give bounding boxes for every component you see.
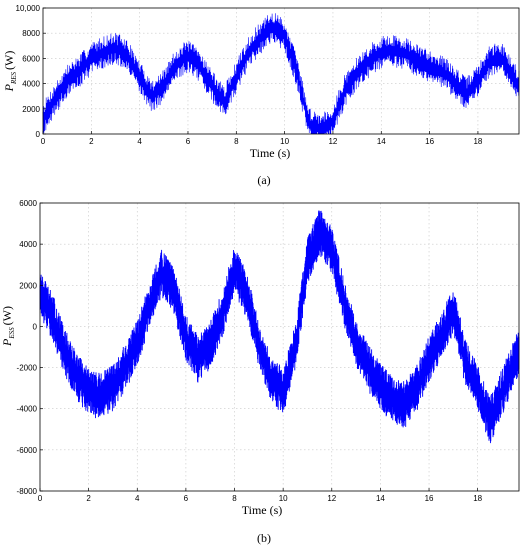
- chart-b-x-tick-label: 4: [135, 494, 140, 503]
- chart-b-y-tick-label: 6000: [19, 199, 37, 208]
- chart-b-ticks: 0 2 4 6 8 10 12 14 16 18 -8000 -6000 -4000 -2000 0 2000…: [17, 199, 483, 503]
- chart-b-y-tick-label: 0: [33, 322, 38, 331]
- chart-b-y-tick-label: -2000: [17, 364, 38, 373]
- chart-a-x-tick-label: 18: [473, 137, 482, 146]
- chart-a: 0 2 4 6 8 10 12 14 16 18 0 2000 4000 6000 8000 10,000 T…: [2, 4, 520, 187]
- chart-a-x-tick-label: 10: [280, 137, 289, 146]
- chart-a-xlabel: Time (s): [250, 146, 291, 160]
- chart-b-x-tick-label: 8: [232, 494, 237, 503]
- chart-a-y-tick-label: 4000: [22, 80, 40, 89]
- chart-b-ylabel-main: P: [0, 338, 14, 347]
- chart-b-x-tick-label: 14: [376, 494, 385, 503]
- chart-b-signal-line: [39, 210, 520, 444]
- chart-a-plot-frame: [42, 7, 520, 135]
- chart-a-ticks: 0 2 4 6 8 10 12 14 16 18 0 2000 4000 6000 8000 10,000: [16, 4, 483, 146]
- chart-b-plot-frame: [39, 202, 520, 492]
- chart-a-x-tick-label: 12: [328, 137, 337, 146]
- chart-a-ylabel-sub: RES: [10, 71, 18, 85]
- chart-b-x-tick-label: 16: [425, 494, 434, 503]
- chart-a-x-tick-label: 8: [234, 137, 239, 146]
- chart-b-panel-label: (b): [257, 531, 271, 545]
- chart-b-y-tick-label: -4000: [17, 405, 38, 414]
- chart-a-ylabel: PRES(W): [2, 51, 18, 93]
- chart-b-x-tick-label: 6: [184, 494, 189, 503]
- chart-b: 0 2 4 6 8 10 12 14 16 18 -8000 -6000 -4000 -2000 0 2000…: [0, 199, 520, 545]
- chart-a-x-tick-label: 16: [425, 137, 434, 146]
- chart-b-ylabel: PESS (W): [0, 306, 16, 347]
- chart-a-ylabel-main: P: [2, 83, 16, 92]
- chart-a-y-tick-label: 10,000: [16, 4, 41, 13]
- chart-a-grid: [43, 8, 519, 134]
- chart-a-y-tick-label: 2000: [22, 105, 40, 114]
- chart-a-x-tick-label: 6: [186, 137, 191, 146]
- chart-b-grid: [40, 203, 519, 491]
- chart-b-xlabel: Time (s): [242, 503, 283, 517]
- chart-a-x-tick-label: 4: [137, 137, 142, 146]
- chart-a-y-tick-label: 6000: [22, 54, 40, 63]
- chart-b-y-tick-label: 2000: [19, 281, 37, 290]
- chart-b-y-tick-label: -8000: [17, 487, 38, 496]
- chart-b-x-tick-label: 2: [86, 494, 91, 503]
- chart-a-ylabel-unit: (W): [2, 51, 16, 70]
- chart-a-x-tick-label: 0: [41, 137, 46, 146]
- chart-b-y-tick-label: 4000: [19, 240, 37, 249]
- chart-a-y-tick-label: 8000: [22, 29, 40, 38]
- chart-a-x-tick-label: 2: [89, 137, 94, 146]
- chart-b-x-tick-label: 12: [327, 494, 336, 503]
- chart-b-x-tick-label: 10: [279, 494, 288, 503]
- chart-b-ylabel-sub: ESS: [8, 327, 16, 340]
- chart-a-x-tick-label: 14: [377, 137, 386, 146]
- chart-a-signal-line: [42, 13, 520, 135]
- chart-b-y-tick-label: -6000: [17, 446, 38, 455]
- chart-a-panel-label: (a): [257, 173, 270, 187]
- chart-a-y-tick-label: 0: [36, 130, 41, 139]
- chart-b-ylabel-unit: (W): [0, 306, 14, 325]
- chart-b-x-tick-label: 0: [38, 494, 43, 503]
- chart-b-x-tick-label: 18: [473, 494, 482, 503]
